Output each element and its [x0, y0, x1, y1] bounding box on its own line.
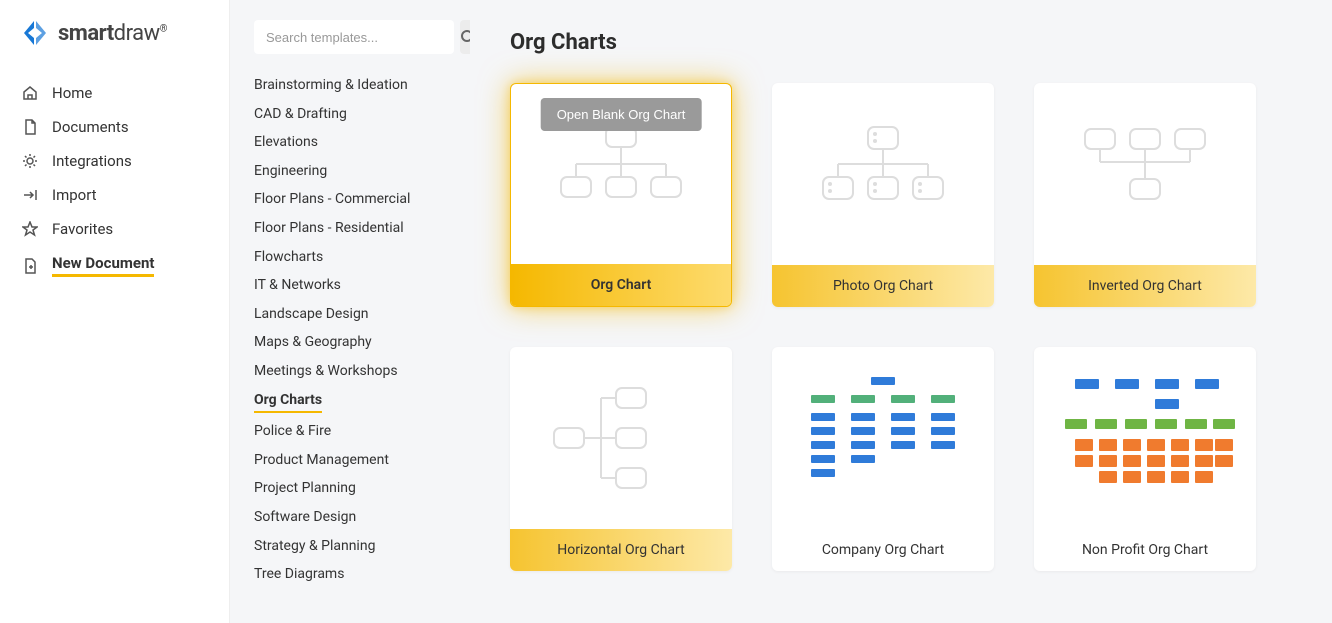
search-icon: [460, 29, 470, 45]
template-preview: [1034, 347, 1256, 529]
template-label: Horizontal Org Chart: [510, 529, 732, 571]
template-card[interactable]: Inverted Org Chart: [1034, 83, 1256, 307]
category-item[interactable]: Org Charts: [254, 391, 322, 414]
category-item[interactable]: Engineering: [254, 162, 454, 182]
star-icon: [20, 221, 40, 237]
main-content: Org Charts Open Blank Org Chart Org Chart…: [470, 0, 1332, 623]
category-item[interactable]: Flowcharts: [254, 248, 454, 268]
category-item[interactable]: Elevations: [254, 133, 454, 153]
template-grid: Open Blank Org Chart Org Chart Photo Org …: [510, 83, 1292, 571]
template-label: Photo Org Chart: [772, 265, 994, 307]
category-item[interactable]: Floor Plans - Commercial: [254, 190, 454, 210]
template-label: Company Org Chart: [772, 529, 994, 571]
category-item[interactable]: IT & Networks: [254, 276, 454, 296]
nav-documents[interactable]: Documents: [20, 112, 209, 142]
nav-integrations[interactable]: Integrations: [20, 146, 209, 176]
search-input[interactable]: [254, 20, 454, 54]
category-item[interactable]: Product Management: [254, 451, 454, 471]
category-item[interactable]: Floor Plans - Residential: [254, 219, 454, 239]
category-item[interactable]: Police & Fire: [254, 422, 454, 442]
import-icon: [20, 187, 40, 203]
template-label: Inverted Org Chart: [1034, 265, 1256, 307]
template-preview: [772, 347, 994, 529]
category-item[interactable]: Brainstorming & Ideation: [254, 76, 454, 96]
brand-logo: smartdraw®: [20, 18, 209, 48]
brand-name: smartdraw®: [58, 21, 167, 46]
home-icon: [20, 85, 40, 101]
template-preview: [1034, 83, 1256, 265]
document-icon: [20, 119, 40, 135]
new-document-icon: [20, 258, 40, 274]
template-preview: [772, 83, 994, 265]
template-preview: [510, 347, 732, 529]
search-button[interactable]: [460, 20, 470, 54]
category-item[interactable]: Project Planning: [254, 479, 454, 499]
sidebar-primary: smartdraw® Home Documents Integrations I…: [0, 0, 230, 623]
nav-import[interactable]: Import: [20, 180, 209, 210]
open-blank-button[interactable]: Open Blank Org Chart: [541, 98, 702, 131]
category-list: Brainstorming & Ideation CAD & Drafting El…: [254, 76, 454, 585]
category-item[interactable]: Maps & Geography: [254, 333, 454, 353]
category-item[interactable]: Strategy & Planning: [254, 537, 454, 557]
template-label: Non Profit Org Chart: [1034, 529, 1256, 571]
category-item[interactable]: Tree Diagrams: [254, 565, 454, 585]
page-title: Org Charts: [510, 30, 1292, 55]
sidebar-categories: Brainstorming & Ideation CAD & Drafting El…: [230, 0, 470, 623]
category-item[interactable]: Landscape Design: [254, 305, 454, 325]
template-card[interactable]: Open Blank Org Chart Org Chart: [510, 83, 732, 307]
template-card[interactable]: Company Org Chart: [772, 347, 994, 571]
logo-icon: [20, 18, 50, 48]
template-card[interactable]: Horizontal Org Chart: [510, 347, 732, 571]
nav-favorites[interactable]: Favorites: [20, 214, 209, 244]
template-preview: Open Blank Org Chart: [511, 84, 731, 264]
category-item[interactable]: Software Design: [254, 508, 454, 528]
nav-new-document[interactable]: New Document: [20, 248, 209, 283]
category-item[interactable]: CAD & Drafting: [254, 105, 454, 125]
template-label: Org Chart: [511, 264, 731, 306]
category-item[interactable]: Meetings & Workshops: [254, 362, 454, 382]
template-card[interactable]: Non Profit Org Chart: [1034, 347, 1256, 571]
template-card[interactable]: Photo Org Chart: [772, 83, 994, 307]
primary-nav: Home Documents Integrations Import Favor…: [20, 78, 209, 283]
nav-home[interactable]: Home: [20, 78, 209, 108]
integrations-icon: [20, 153, 40, 169]
